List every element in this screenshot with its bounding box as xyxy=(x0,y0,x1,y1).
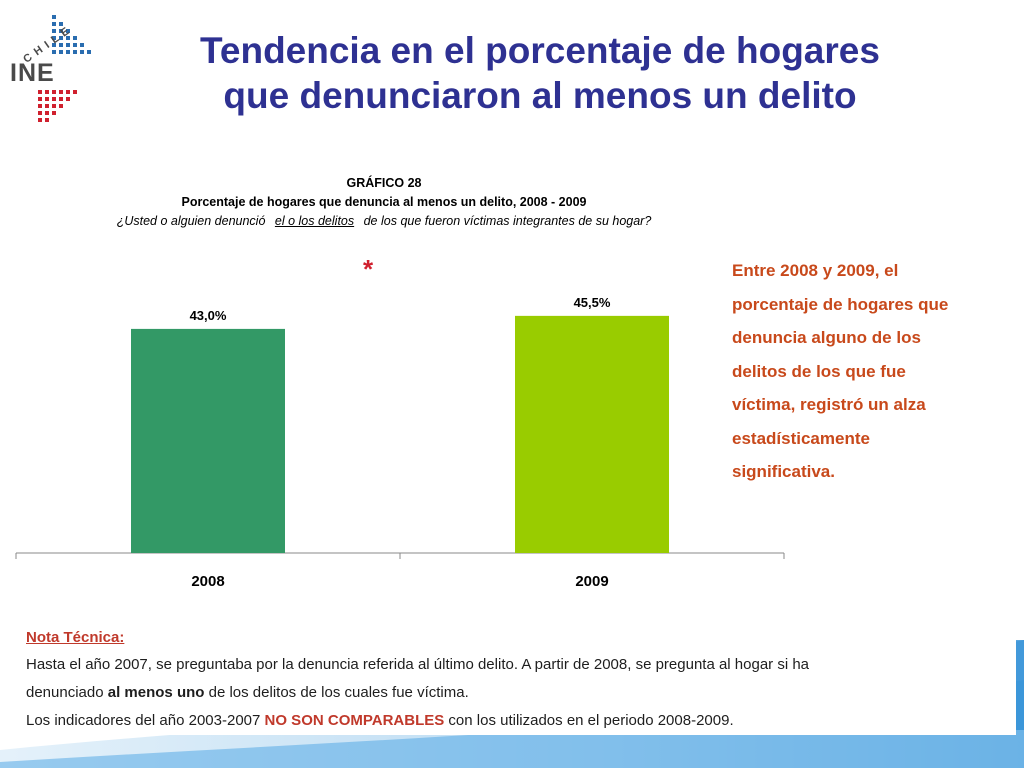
line2-post: de los delitos de los cuales fue víctima… xyxy=(204,684,469,701)
technical-note-heading: Nota Técnica: xyxy=(26,629,125,646)
page-title: Tendencia en el porcentaje de hogares qu… xyxy=(120,28,960,118)
logo-ine-text: INE xyxy=(10,59,55,87)
ine-chile-logo: CHILE INE xyxy=(10,15,91,122)
side-note: Entre 2008 y 2009, el porcentaje de hoga… xyxy=(732,261,949,481)
chart-title: Porcentaje de hogares que denuncia al me… xyxy=(181,195,587,209)
line3-pre: Los indicadores del año 2003-2007 xyxy=(26,712,265,729)
chart-header: GRÁFICO 28 Porcentaje de hogares que den… xyxy=(20,174,748,231)
technical-note-line-1: Hasta el año 2007, se preguntaba por la … xyxy=(26,656,810,673)
bar-2009 xyxy=(515,315,669,553)
line3-post: con los utilizados en el periodo 2008-20… xyxy=(444,712,734,729)
question-underlined: el o los delitos xyxy=(274,214,355,228)
line2-bold: al menos uno xyxy=(107,684,205,701)
technical-note-line-3: Los indicadores del año 2003-2007 NO SON… xyxy=(26,707,1016,735)
data-label-2009: 45,5% xyxy=(574,295,611,310)
line2-pre: denunciado xyxy=(26,684,108,701)
title-line-1: Tendencia en el porcentaje de hogares xyxy=(200,30,880,71)
title-line-2: que denunciaron al menos un delito xyxy=(223,75,857,116)
line3-bold: NO SON COMPARABLES xyxy=(264,712,445,729)
technical-note: Nota Técnica: Hasta el año 2007, se preg… xyxy=(16,625,1016,735)
question-pre: ¿Usted o alguien denunció xyxy=(116,214,266,228)
bar-chart: 43,0% 2008 45,5% 2009 * xyxy=(15,254,785,590)
x-tick-label-2008: 2008 xyxy=(191,573,224,590)
x-tick-label-2009: 2009 xyxy=(575,573,608,590)
data-label-2008: 43,0% xyxy=(190,308,227,323)
bar-2008 xyxy=(131,328,285,553)
chart-number: GRÁFICO 28 xyxy=(346,176,422,190)
significance-marker: * xyxy=(363,254,374,284)
technical-note-line-2: denunciado al menos uno de los delitos d… xyxy=(26,679,1016,707)
chart-question: ¿Usted o alguien denunció el o los delit… xyxy=(20,212,748,231)
question-post: de los que fueron víctimas integrantes d… xyxy=(363,214,652,228)
